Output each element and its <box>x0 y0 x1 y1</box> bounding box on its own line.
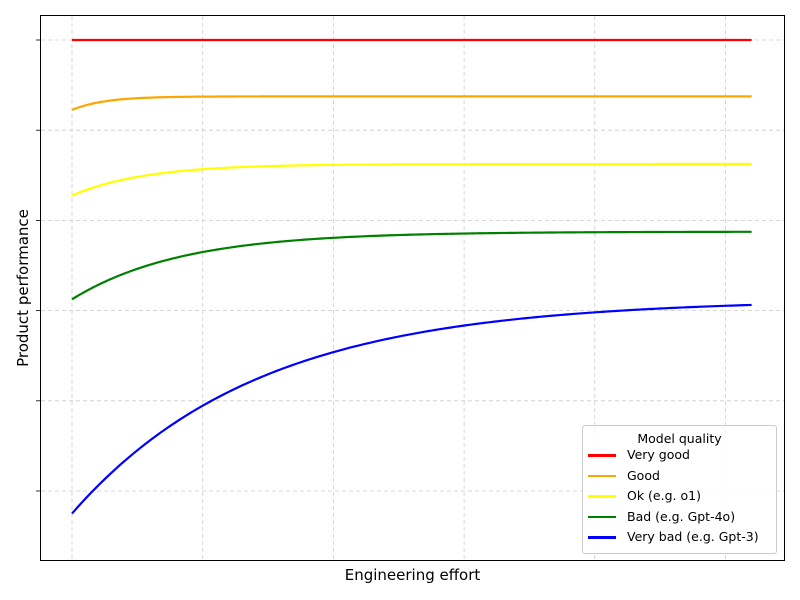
legend-item-good: Good <box>583 467 776 488</box>
legend-swatch <box>588 515 616 518</box>
series-line <box>71 303 752 515</box>
legend-title: Model quality <box>637 431 722 446</box>
legend-item-very-good: Very good <box>583 446 776 467</box>
legend: Model quality Very good Good Ok (e.g. o1… <box>582 425 777 554</box>
series-line <box>71 162 752 197</box>
legend-swatch <box>588 454 616 457</box>
series-lines <box>71 38 752 515</box>
y-ticks <box>36 39 40 492</box>
axes-frame <box>40 15 785 561</box>
legend-swatch <box>588 474 616 477</box>
x-axis-label: Engineering effort <box>344 566 481 584</box>
legend-item-very-bad: Very bad (e.g. Gpt-3) <box>583 528 776 549</box>
series-line <box>71 95 752 111</box>
legend-swatch <box>588 536 616 539</box>
series-line <box>71 230 752 301</box>
legend-item-ok: Ok (e.g. o1) <box>583 487 776 508</box>
y-axis-label: Product performance <box>14 209 32 367</box>
legend-item-bad: Bad (e.g. Gpt-4o) <box>583 508 776 529</box>
legend-swatch <box>588 495 616 498</box>
